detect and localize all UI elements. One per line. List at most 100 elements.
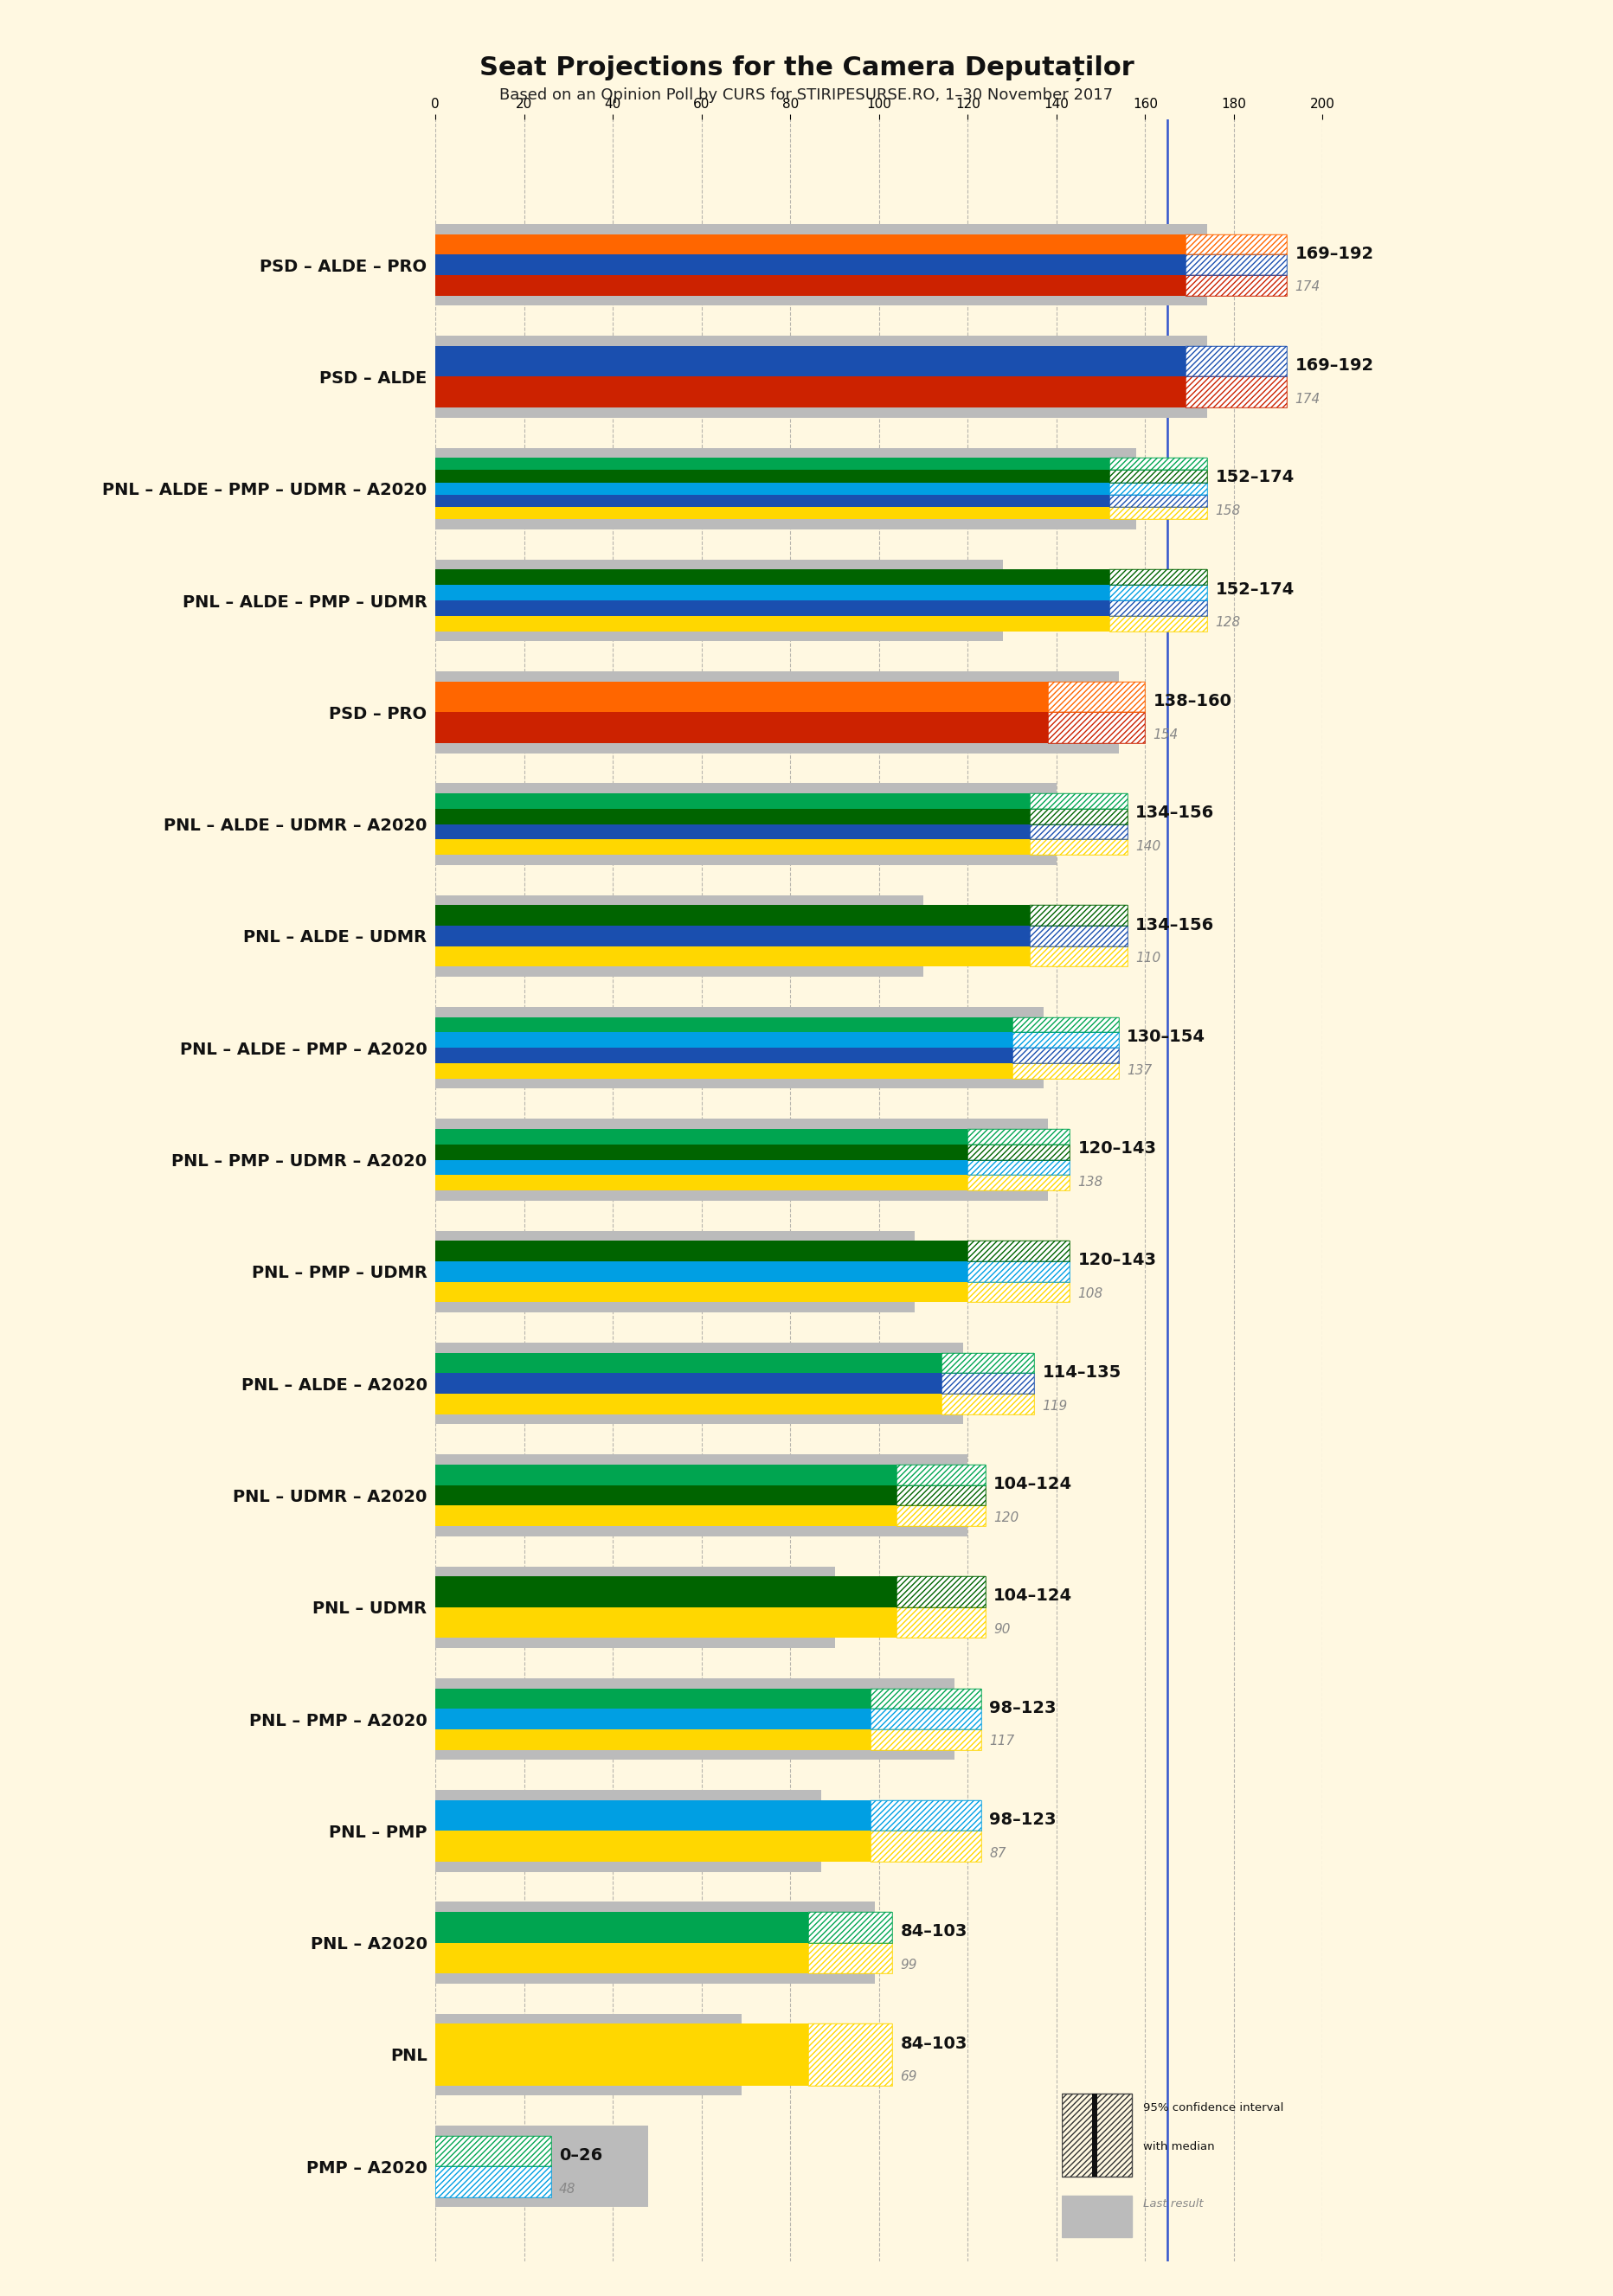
Bar [1186,255,1287,276]
Bar [968,1176,1069,1192]
Bar [436,457,1110,471]
Bar [968,1159,1069,1176]
Bar [1029,824,1127,840]
Text: Seat Projections for the Camera Deputaților: Seat Projections for the Camera Deputați… [479,55,1134,80]
Bar [436,895,923,976]
Bar [1110,494,1207,507]
Bar [897,1577,986,1607]
Bar [436,1791,821,1871]
Bar [1013,1047,1119,1063]
Bar [871,1708,981,1729]
Bar [436,1566,836,1649]
Bar [436,2167,552,2197]
Text: 84–103: 84–103 [900,2034,968,2053]
Bar [942,1352,1034,1373]
Bar [436,1800,871,1830]
Bar [1186,377,1287,406]
Bar [1029,946,1127,967]
Bar [436,1901,874,1984]
Bar [1110,615,1207,631]
Bar [942,1352,1034,1373]
Bar [1013,1063,1119,1079]
Text: 152–174: 152–174 [1215,468,1294,484]
Bar [808,1942,892,1975]
Bar [1110,494,1207,507]
Bar [897,1607,986,1637]
Bar [1048,682,1145,712]
Text: 120–143: 120–143 [1077,1141,1157,1157]
Text: 134–156: 134–156 [1136,916,1215,932]
Bar [436,1008,1044,1088]
Bar [436,2167,552,2197]
Bar [1110,457,1207,471]
Bar [436,946,1029,967]
Bar [871,1800,981,1830]
Bar [436,1486,897,1506]
Text: 134–156: 134–156 [1136,804,1215,822]
Bar [1013,1033,1119,1047]
Text: 117: 117 [989,1736,1015,1747]
Bar [897,1465,986,1486]
Bar [1110,457,1207,471]
Text: 174: 174 [1295,280,1321,294]
Bar [968,1159,1069,1176]
Text: 130–154: 130–154 [1126,1029,1205,1045]
Bar [1013,1033,1119,1047]
Bar [436,2135,552,2167]
Bar [436,682,1048,712]
Text: 99: 99 [900,1958,918,1972]
Bar [1048,712,1145,744]
Bar [897,1506,986,1527]
Bar [436,1913,808,1942]
Bar [942,1394,1034,1414]
Bar [942,1394,1034,1414]
Bar [808,1942,892,1975]
Bar [808,2023,892,2085]
Bar [1029,925,1127,946]
Bar [1110,482,1207,494]
Text: 119: 119 [1042,1398,1068,1412]
Bar [436,448,1136,530]
Bar [436,824,1029,840]
Bar [1186,347,1287,377]
Bar [1186,234,1287,255]
Bar [1029,905,1127,925]
Bar [1029,905,1127,925]
Bar [436,1281,968,1302]
Bar [1029,946,1127,967]
Bar [942,1352,1034,1373]
Bar [1029,925,1127,946]
Bar [968,1281,1069,1302]
Text: 104–124: 104–124 [994,1476,1073,1492]
Bar [968,1240,1069,1261]
Bar [1029,946,1127,967]
Bar [1029,808,1127,824]
Bar [436,2014,742,2096]
Bar [871,1830,981,1862]
Bar [1013,1017,1119,1033]
Bar [436,377,1186,406]
Bar [897,1486,986,1506]
Text: 140: 140 [1136,840,1161,854]
Text: 104–124: 104–124 [994,1589,1073,1605]
Bar [1048,712,1145,744]
Bar [1186,234,1287,255]
Text: 174: 174 [1295,393,1321,406]
Bar [436,670,1119,753]
Bar [942,1373,1034,1394]
Bar [897,1486,986,1506]
Text: 138: 138 [1077,1176,1103,1189]
Bar [436,840,1029,854]
Bar [436,1453,968,1536]
Bar [1029,840,1127,854]
Bar [1110,599,1207,615]
Text: 158: 158 [1215,505,1240,517]
Bar [871,1830,981,1862]
Bar [1110,507,1207,519]
Bar [1029,824,1127,840]
Bar [436,1708,871,1729]
Bar [436,1678,955,1759]
Text: 48: 48 [558,2183,576,2195]
Bar [1110,457,1207,471]
Bar [1110,507,1207,519]
